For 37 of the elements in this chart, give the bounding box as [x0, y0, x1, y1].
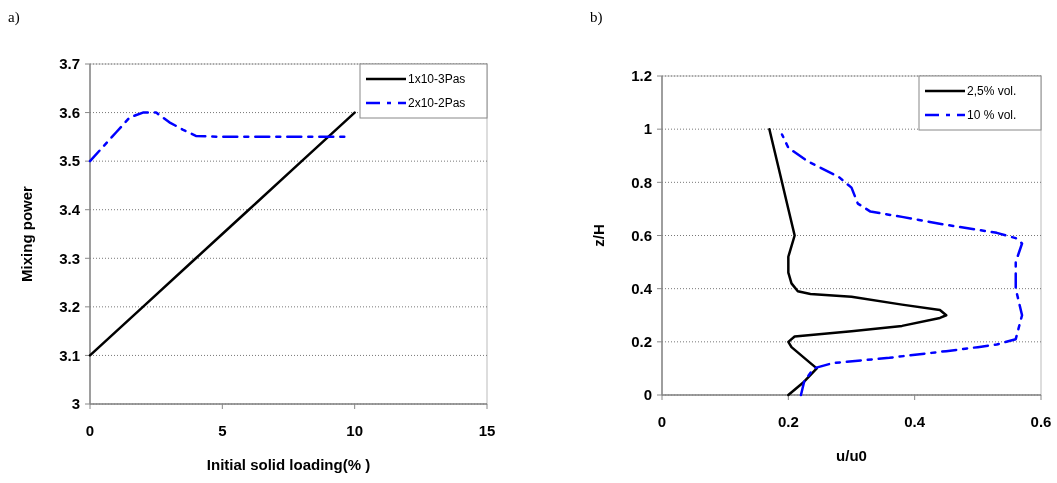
x-tick-label: 10 [346, 422, 364, 439]
legend-label: 1x10-3Pas [408, 72, 466, 87]
legend-label: 2x10-2Pas [408, 96, 466, 111]
y-tick-label: 0.2 [631, 333, 652, 351]
y-tick-label: 3.4 [59, 200, 81, 218]
y-axis-title: Mixing power [18, 185, 35, 282]
y-tick-label: 0.4 [631, 279, 653, 297]
line-series [88, 111, 348, 163]
line-series [768, 127, 948, 397]
x-tick-label: 0.2 [777, 413, 799, 430]
y-tick-label: 3.5 [59, 152, 80, 170]
line-series [88, 111, 356, 357]
x-tick-label: 0 [657, 413, 667, 430]
x-tick-label: 0.4 [904, 413, 926, 430]
chart-title: b) [590, 9, 603, 26]
y-tick-label: 0.8 [631, 173, 652, 191]
y-axis-title: z/H [590, 224, 607, 247]
y-tick-label: 3.7 [59, 55, 80, 73]
y-tick-label: 3 [71, 395, 80, 413]
y-tick-label: 3.1 [59, 346, 80, 364]
y-tick-label: 3.2 [59, 298, 80, 316]
legend-label: 2,5% vol. [967, 84, 1017, 99]
x-axis-title: u/u0 [836, 447, 867, 464]
y-tick-label: 1.2 [631, 67, 652, 85]
y-tick-label: 3.3 [59, 249, 80, 267]
chart-title: a) [8, 9, 20, 26]
x-axis-title: Initial solid loading(% ) [206, 456, 371, 473]
y-tick-label: 0 [643, 386, 652, 404]
x-tick-label: 15 [478, 422, 496, 439]
x-tick-label: 0.6 [1030, 413, 1052, 430]
x-tick-label: 0 [85, 422, 95, 439]
x-tick-label: 5 [218, 422, 227, 439]
line-series [780, 133, 1024, 397]
legend-label: 10 % vol. [967, 108, 1017, 123]
y-tick-label: 0.6 [631, 226, 652, 244]
y-tick-label: 1 [643, 120, 652, 138]
y-tick-label: 3.6 [59, 103, 80, 121]
